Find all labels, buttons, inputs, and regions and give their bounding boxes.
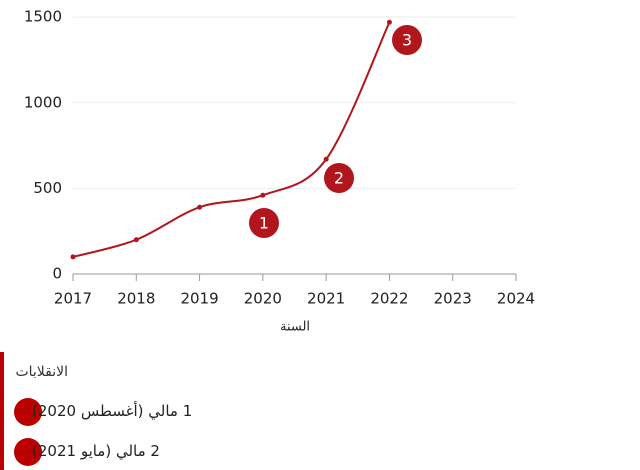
x-tick-label: 2020 [244, 290, 282, 308]
legend-title: الانقلابات [15, 364, 68, 380]
point [197, 204, 203, 210]
point [260, 192, 266, 198]
annotation: 2 [324, 163, 354, 193]
annotation: 1 [249, 208, 279, 238]
legend-item: 1 مالي (أغسطس 2020) [14, 398, 214, 428]
point [323, 156, 329, 162]
legend-bar [0, 352, 4, 470]
point [70, 254, 76, 260]
annotation-badge [392, 25, 422, 55]
x-tick-label: 2024 [497, 290, 535, 308]
x-tick-label: 2021 [307, 290, 345, 308]
x-axis-label: السنة [280, 320, 310, 335]
x-tick-label: 2022 [370, 290, 408, 308]
annotation-label: 3 [402, 31, 412, 50]
annotation-badge [249, 208, 279, 238]
point [133, 237, 139, 243]
y-tick-label: 1000 [24, 93, 62, 111]
legend: الانقلابات 1 مالي (أغسطس 2020) 2 مالي (م… [0, 352, 640, 470]
y-tick-label: 0 [52, 265, 62, 283]
annotation-label: 1 [259, 214, 269, 233]
y-tick-label: 500 [33, 179, 62, 197]
chart: السنة 0 500 1000 1500 2017 2018 2019 2020 2021 20… [24, 8, 535, 335]
annotation-badge [324, 163, 354, 193]
legend-item: 2 مالي (مايو 2021) [14, 438, 214, 468]
legend-dot [14, 398, 42, 426]
legend-dot [14, 438, 42, 466]
x-tick-label: 2023 [434, 290, 472, 308]
x-tick-label: 2017 [54, 290, 92, 308]
line [72, 21, 391, 258]
annotation-label: 2 [334, 169, 344, 188]
y-tick-label: 1500 [24, 8, 62, 26]
legend-text: 2 مالي (مايو 2021) [32, 442, 160, 460]
annotation: 3 [392, 25, 422, 55]
legend-text: 1 مالي (أغسطس 2020) [32, 402, 193, 420]
x-tick-label: 2018 [117, 290, 155, 308]
point [386, 19, 392, 25]
x-tick-label: 2019 [180, 290, 218, 308]
